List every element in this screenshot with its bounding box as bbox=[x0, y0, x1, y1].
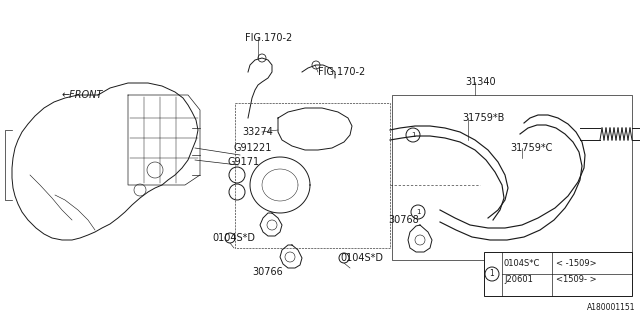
Text: <1509- >: <1509- > bbox=[556, 275, 596, 284]
Text: 0104S*D: 0104S*D bbox=[340, 253, 383, 263]
Text: ←FRONT: ←FRONT bbox=[62, 90, 104, 100]
Bar bbox=[484, 252, 632, 296]
Text: 31759*B: 31759*B bbox=[462, 113, 504, 123]
Text: G9171: G9171 bbox=[228, 157, 260, 167]
Text: 31340: 31340 bbox=[465, 77, 495, 87]
Text: 1: 1 bbox=[490, 269, 494, 278]
Bar bbox=[392, 95, 632, 260]
Text: 30768: 30768 bbox=[388, 215, 419, 225]
Text: 1: 1 bbox=[416, 209, 420, 215]
Text: FIG.170-2: FIG.170-2 bbox=[318, 67, 365, 77]
Text: < -1509>: < -1509> bbox=[556, 259, 596, 268]
Text: 0104S*C: 0104S*C bbox=[504, 259, 540, 268]
Text: G91221: G91221 bbox=[233, 143, 271, 153]
Text: 31759*C: 31759*C bbox=[510, 143, 552, 153]
Text: J20601: J20601 bbox=[504, 275, 533, 284]
Text: 33274: 33274 bbox=[242, 127, 273, 137]
Text: 30766: 30766 bbox=[252, 267, 283, 277]
Text: 0104S*D: 0104S*D bbox=[212, 233, 255, 243]
Text: A180001151: A180001151 bbox=[586, 303, 635, 312]
Text: 1: 1 bbox=[411, 132, 415, 138]
Text: FIG.170-2: FIG.170-2 bbox=[245, 33, 292, 43]
